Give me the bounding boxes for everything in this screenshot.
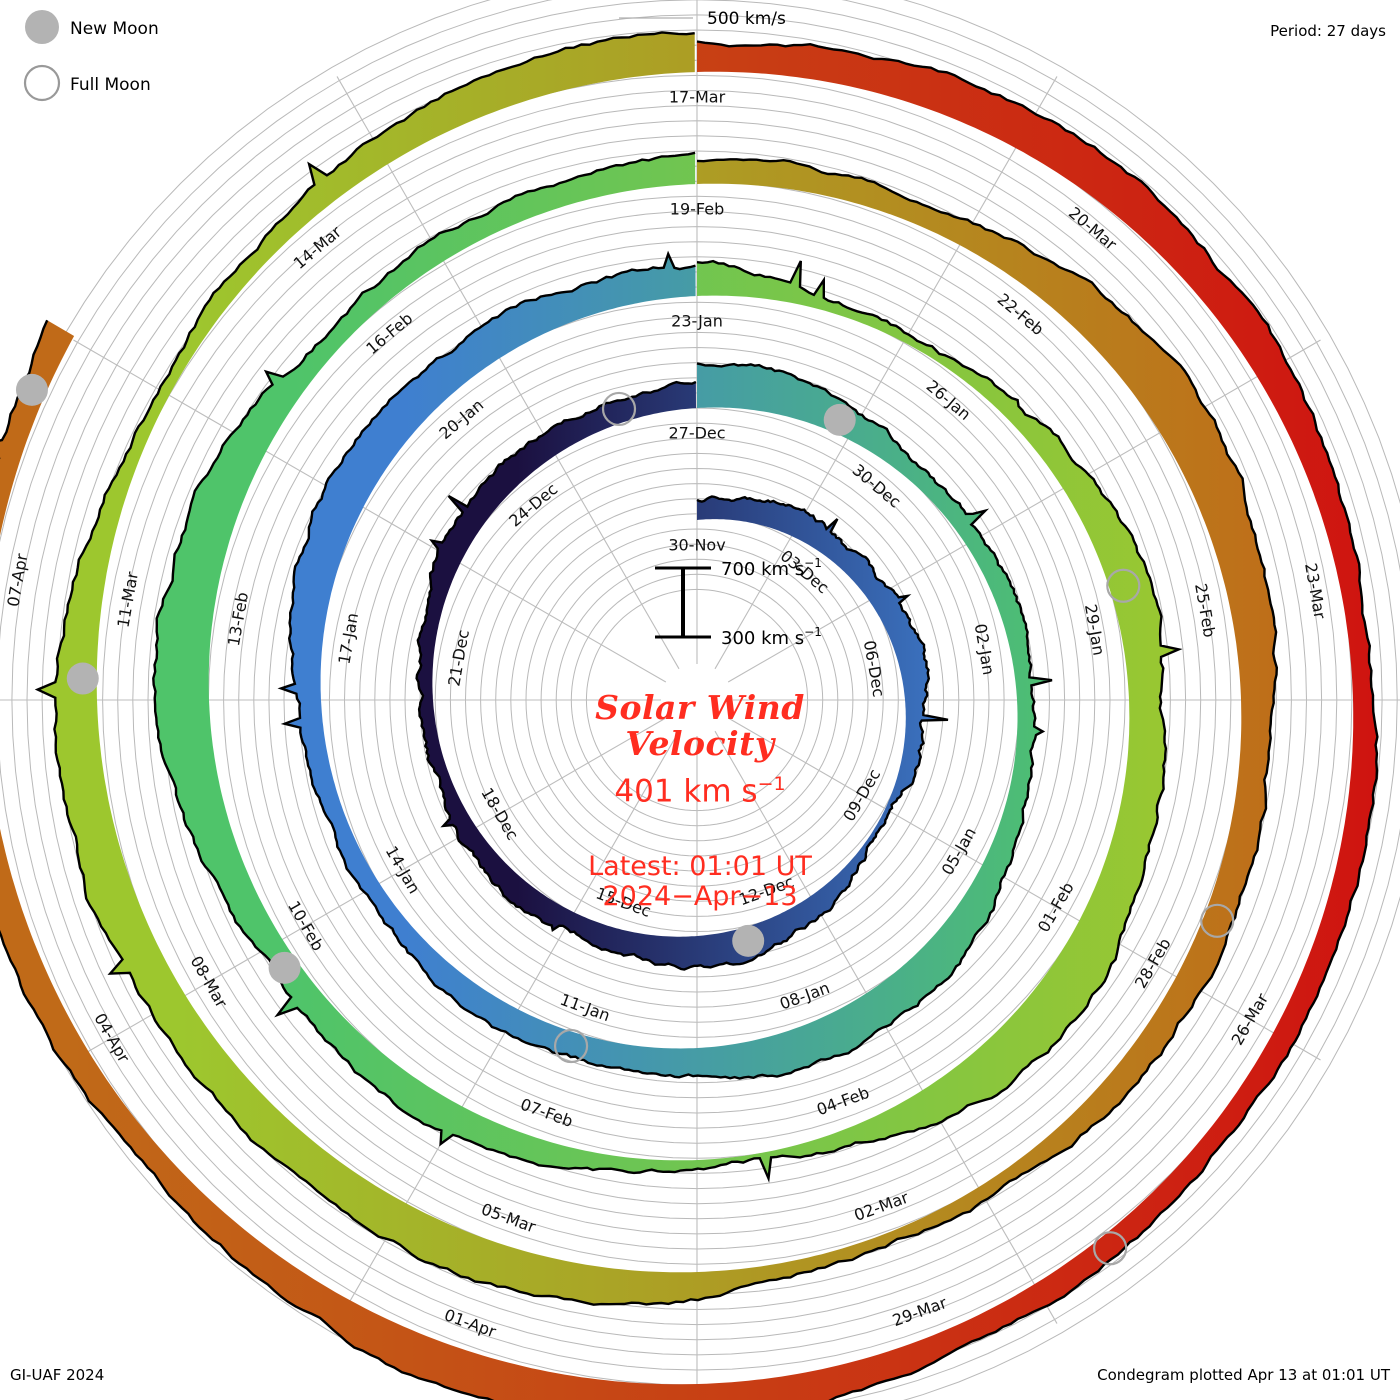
date-tick-label: 04-Apr <box>90 1010 133 1066</box>
credit-label: GI-UAF 2024 <box>10 1366 105 1384</box>
velocity-envelope <box>152 151 1183 1183</box>
radial-axis: 700 km/s500 km/s <box>619 9 786 29</box>
date-tick-label: 08-Mar <box>187 953 232 1012</box>
gridline-spoke <box>73 339 667 683</box>
gridline-spoke <box>714 76 1058 670</box>
date-tick-label: 10-Feb <box>284 897 328 954</box>
date-tick-label: 07-Apr <box>3 552 31 608</box>
date-tick-label: 23-Mar <box>1301 562 1330 621</box>
date-tick-label: 01-Apr <box>442 1305 499 1341</box>
full-moon-marker <box>553 1028 589 1064</box>
date-tick-label: 27-Dec <box>668 424 725 443</box>
date-tick-label: 15-Dec <box>593 884 653 921</box>
velocity-envelope <box>277 250 1053 1080</box>
date-tick-label: 11-Mar <box>113 570 142 629</box>
velocity-spiral-bands <box>0 31 1379 1400</box>
new-moon-marker <box>15 373 48 406</box>
new-moon-marker <box>732 924 765 957</box>
moon-legend: New Moon Full Moon <box>23 10 159 102</box>
new-moon-legend-label: New Moon <box>70 19 159 39</box>
full-moon-marker <box>1200 903 1235 938</box>
velocity-envelope <box>415 380 949 971</box>
plotted-timestamp-label: Condegram plotted Apr 13 at 01:01 UT <box>1097 1366 1390 1384</box>
date-tick-label: 30-Nov <box>668 536 725 555</box>
date-tick-label: 06-Dec <box>860 639 889 699</box>
velocity-band <box>416 382 949 970</box>
new-moon-marker <box>66 662 99 695</box>
full-moon-marker <box>1106 568 1141 603</box>
date-tick-label: 29-Jan <box>1081 603 1109 657</box>
date-tick-label: 21-Dec <box>444 628 473 688</box>
scale-bar-bottom-label: 300 km s−1 <box>721 625 822 649</box>
date-tick-label: 02-Mar <box>852 1188 912 1225</box>
full-moon-legend-icon <box>23 64 61 102</box>
new-moon-legend-icon <box>25 10 59 44</box>
full-moon-legend-label: Full Moon <box>70 75 151 95</box>
new-moon-marker <box>823 403 856 436</box>
velocity-envelope <box>0 40 1379 1400</box>
date-tick-label: 02-Jan <box>971 622 999 676</box>
new-moon-marker <box>268 951 301 984</box>
moon-phase-markers <box>15 373 1235 1266</box>
gridline-spoke <box>727 339 1321 683</box>
date-tick-label: 18-Dec <box>477 784 522 843</box>
gridline-spoke <box>727 717 1321 1061</box>
date-tick-label: 08-Jan <box>777 978 832 1014</box>
full-moon-marker <box>601 391 637 427</box>
gridline-spoke <box>336 76 680 670</box>
period-label: Period: 27 days <box>1270 22 1386 40</box>
full-moon-marker <box>1093 1231 1128 1266</box>
date-tick-label: 26-Jan <box>923 376 975 424</box>
date-tick-label: 05-Jan <box>938 824 980 878</box>
date-tick-label: 19-Feb <box>670 200 724 219</box>
date-tick-label: 23-Jan <box>671 312 723 331</box>
date-tick-label: 12-Dec <box>736 872 796 909</box>
date-tick-label: 11-Jan <box>558 990 613 1026</box>
date-tick-label: 17-Mar <box>669 88 726 107</box>
velocity-envelope <box>34 31 1279 1306</box>
date-tick-label: 04-Feb <box>814 1083 872 1119</box>
date-tick-label: 20-Jan <box>435 395 487 443</box>
date-tick-label: 13-Feb <box>224 591 252 648</box>
axis-tick-label: 500 km/s <box>707 9 786 29</box>
